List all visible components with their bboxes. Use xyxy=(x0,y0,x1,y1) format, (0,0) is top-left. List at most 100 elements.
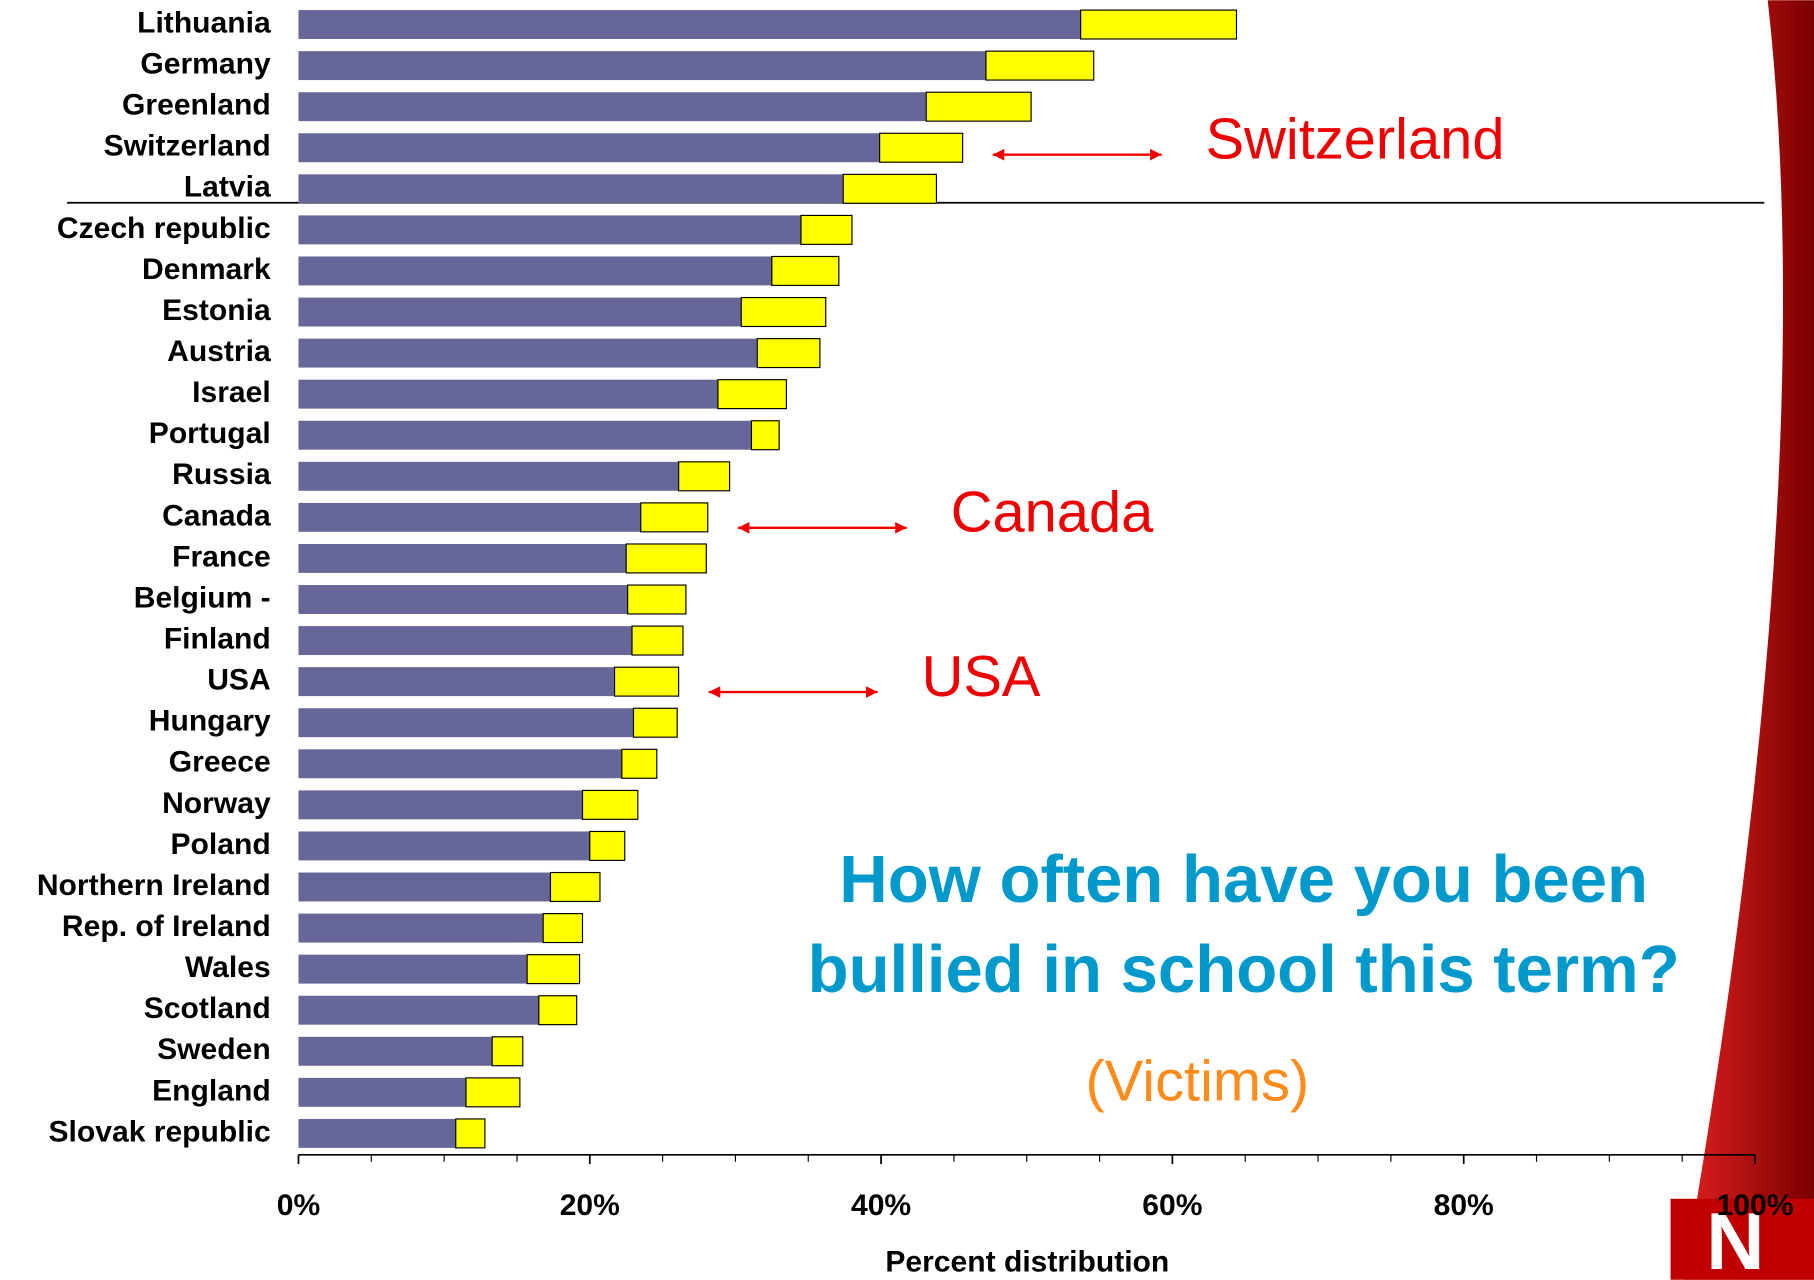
bar-segment xyxy=(298,749,622,779)
logo: N xyxy=(1670,1197,1814,1280)
bar-segment xyxy=(298,708,634,738)
x-tick-label: 0% xyxy=(277,1189,320,1222)
title-line: bullied in school this term? xyxy=(808,932,1680,1007)
x-tick-label: 80% xyxy=(1434,1189,1494,1222)
y-tick-label: Czech republic xyxy=(57,212,271,245)
bar-segment xyxy=(298,831,590,861)
bar-segment xyxy=(491,1036,524,1067)
bar-segment xyxy=(627,584,687,615)
bar-segment xyxy=(581,789,639,820)
x-tick-label: 40% xyxy=(851,1189,911,1222)
y-tick-label: Israel xyxy=(192,376,271,409)
bar-segment xyxy=(455,1118,486,1149)
bar-segment xyxy=(298,1077,466,1107)
bar-segment xyxy=(298,461,679,491)
bar-segment xyxy=(985,50,1095,81)
bar-segment xyxy=(678,461,731,492)
annotation: Canada xyxy=(951,480,1154,544)
bar-segment xyxy=(298,92,927,122)
bar-segment xyxy=(465,1077,521,1108)
bar-segment xyxy=(925,91,1032,122)
bar-segment xyxy=(298,379,718,409)
x-tick-label: 60% xyxy=(1142,1189,1202,1222)
y-tick-label: Norway xyxy=(162,787,271,820)
bar-segment xyxy=(631,625,684,656)
y-tick-label: France xyxy=(172,540,271,573)
y-tick-label: Latvia xyxy=(184,171,271,204)
bar-segment xyxy=(879,132,964,163)
bar-segment xyxy=(771,255,840,286)
decor-swoosh xyxy=(1683,0,1814,1280)
y-tick-label: Portugal xyxy=(149,417,271,450)
bar-segment xyxy=(621,748,658,779)
bar-segment xyxy=(298,1036,493,1066)
y-tick-label: Wales xyxy=(185,951,271,984)
x-tick-label: 100% xyxy=(1717,1189,1794,1222)
bar-segment xyxy=(298,543,627,573)
bar-segment xyxy=(298,338,758,368)
bar-segment xyxy=(298,872,551,902)
bar-segment xyxy=(298,420,752,450)
bar-segment xyxy=(526,954,581,985)
y-tick-label: Greece xyxy=(169,746,271,779)
y-tick-label: Germany xyxy=(140,48,271,81)
bar-segment xyxy=(756,338,821,369)
bar-segment xyxy=(298,51,986,81)
bar-segment xyxy=(800,214,853,245)
y-tick-label: Poland xyxy=(170,828,270,861)
y-tick-label: Austria xyxy=(167,335,271,368)
title-line: How often have you been xyxy=(839,842,1648,917)
x-axis-label: Percent distribution xyxy=(885,1246,1169,1279)
y-tick-label: Scotland xyxy=(144,992,271,1025)
y-tick-label: Greenland xyxy=(122,89,271,122)
bar-segment xyxy=(640,502,709,533)
bar-segment xyxy=(298,954,528,984)
annotation: USA xyxy=(922,645,1041,709)
bar-segment xyxy=(298,215,801,245)
bar-segment xyxy=(542,913,584,944)
y-tick-label: Denmark xyxy=(142,253,271,286)
y-tick-label: Rep. of Ireland xyxy=(62,910,271,943)
bar-segment xyxy=(298,297,742,327)
bar-segment xyxy=(750,420,780,451)
y-tick-label: Lithuania xyxy=(137,6,271,39)
bar-segment xyxy=(842,173,938,204)
bar-segment xyxy=(298,626,633,656)
bar-segment xyxy=(549,871,601,903)
bar-segment xyxy=(298,10,1081,39)
bar-segment xyxy=(632,707,678,738)
bar-segment xyxy=(298,174,844,204)
bar-segment xyxy=(298,133,880,163)
bar-segment xyxy=(298,995,539,1025)
y-tick-label: Russia xyxy=(172,458,271,491)
y-tick-label: Sweden xyxy=(157,1033,271,1066)
bar-segment xyxy=(298,667,615,697)
y-tick-label: Switzerland xyxy=(104,130,271,163)
x-tick-label: 20% xyxy=(560,1189,620,1222)
y-tick-label: Estonia xyxy=(162,294,271,327)
y-tick-label: USA xyxy=(207,664,270,697)
bar-segment xyxy=(298,256,772,286)
y-tick-label: Hungary xyxy=(149,705,271,738)
bar-segment xyxy=(740,296,827,328)
bar-segment xyxy=(589,830,626,861)
bar-segment xyxy=(298,913,544,943)
bar-segment xyxy=(1080,9,1238,40)
bar-segment xyxy=(298,1118,456,1148)
bar-segment xyxy=(625,543,707,574)
bar-segment xyxy=(298,585,628,614)
subtitle: (Victims) xyxy=(1085,1050,1309,1114)
bar-segment xyxy=(298,502,641,532)
y-tick-label: Slovak republic xyxy=(48,1115,270,1148)
y-tick-label: Belgium - xyxy=(134,581,271,614)
y-tick-label: Canada xyxy=(162,499,271,532)
svg-text:N: N xyxy=(1706,1197,1764,1280)
y-tick-label: Finland xyxy=(164,623,271,656)
annotation: Switzerland xyxy=(1206,107,1505,171)
bar-segment xyxy=(717,379,787,410)
y-tick-label: England xyxy=(152,1074,271,1107)
bar-segment xyxy=(298,790,583,820)
bar-segment xyxy=(613,666,680,697)
